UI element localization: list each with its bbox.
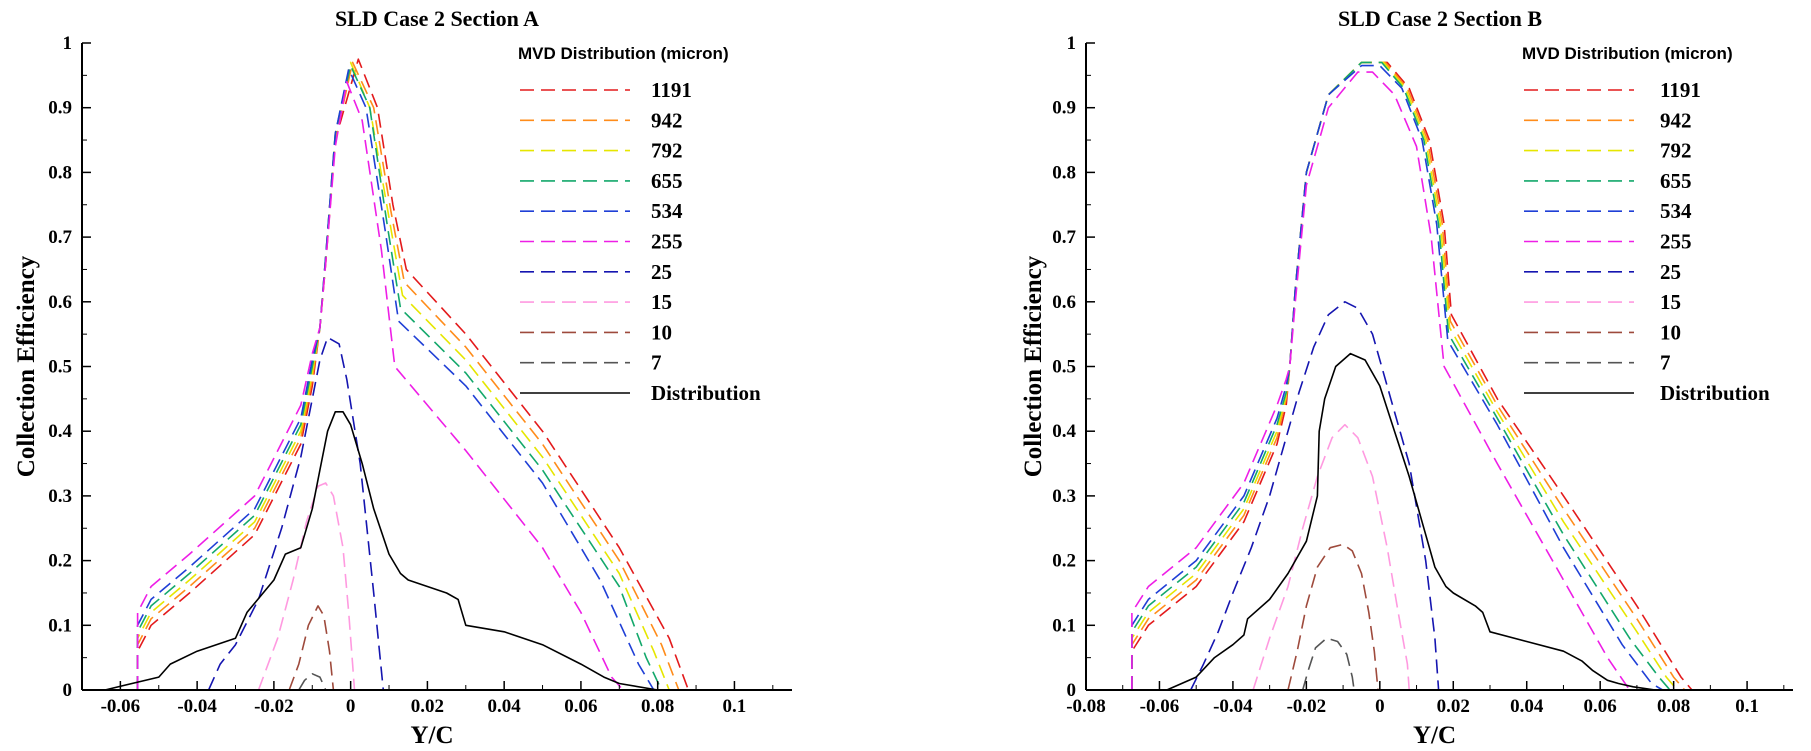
legend-label-25: 25 [651,260,672,284]
y-tick-label: 0 [1067,680,1077,701]
series-line-10 [288,605,335,691]
y-tick-label: 1 [63,33,73,54]
series-line-1191 [1131,61,1693,691]
legend-label-255: 255 [1660,230,1692,254]
y-tick-label: 0.1 [1052,615,1076,636]
y-tick-label: 0.7 [1052,227,1076,248]
y-tick-label: 0.2 [1052,551,1076,572]
legend-label-942: 942 [1660,108,1692,132]
legend-label-7: 7 [651,351,662,375]
legend-label-25: 25 [1660,260,1681,284]
legend-label-1191: 1191 [1660,78,1701,102]
legend-label-10: 10 [651,320,672,344]
x-tick-label: -0.04 [1213,696,1253,717]
x-tick-label: -0.08 [1066,696,1106,717]
legend-label-655: 655 [1660,169,1692,193]
y-tick-label: 0.6 [1052,292,1076,313]
chart-title: SLD Case 2 Section A [335,6,539,31]
y-axis-label: Collection Efficiency [1020,255,1047,477]
x-tick-label: 0.06 [564,696,597,717]
y-tick-label: 0.3 [48,486,72,507]
series-line-distribution [104,411,658,691]
legend-label-255: 255 [651,230,683,254]
chart-panel-section-b: SLD Case 2 Section B 0 0.1 0.2 0.3 0.4 0.5 0.6 0… [1020,6,1793,749]
legend: MVD Distribution (micron) 1191 942 792 655 53… [1522,44,1770,405]
x-tick-label: -0.06 [101,696,141,717]
series-group [104,58,690,691]
x-tick-label: 0 [346,696,356,717]
chart-panel-section-a: SLD Case 2 Section A 0 0.1 0.2 0.3 0.4 0.5 0.6 0… [13,6,792,749]
legend-label-15: 15 [651,290,672,314]
y-tick-label: 0.5 [1052,357,1076,378]
x-tick-label: 0.02 [411,696,444,717]
x-tick-label: 0.02 [1437,696,1470,717]
y-tick-label: 0.9 [48,98,72,119]
legend-label-1191: 1191 [651,78,692,102]
series-line-942 [136,61,680,691]
legend-label-792: 792 [651,139,683,163]
y-tick-label: 0.8 [1052,162,1076,183]
chart-title: SLD Case 2 Section B [1338,6,1542,31]
y-tick-label: 0.4 [1052,421,1076,442]
x-tick-label: 0.04 [1510,696,1544,717]
legend-label-10: 10 [1660,320,1681,344]
series-line-534 [1131,64,1664,691]
series-line-distribution [1166,352,1656,691]
x-tick-label: 0 [1375,696,1385,717]
legend-title: MVD Distribution (micron) [1522,44,1733,63]
series-line-655 [136,64,663,691]
legend-title: MVD Distribution (micron) [518,44,729,63]
y-tick-label: 0.5 [48,357,72,378]
series-line-255 [136,81,624,691]
x-tick-label: 0.1 [1735,696,1759,717]
legend-label-15: 15 [1660,290,1681,314]
x-tick-label: -0.02 [254,696,294,717]
x-tick-label: 0.06 [1584,696,1617,717]
y-tick-label: 0.2 [48,551,72,572]
series-line-7 [298,673,327,691]
series-line-10 [1287,543,1379,691]
series-line-655 [1131,61,1671,691]
legend-label-655: 655 [651,169,683,193]
series-line-25 [1189,301,1440,691]
y-tick-label: 0.9 [1052,98,1076,119]
legend-label-distribution: Distribution [1660,381,1770,405]
series-line-7 [1301,637,1355,691]
x-tick-label: -0.02 [1287,696,1327,717]
legend-label-534: 534 [651,199,683,223]
legend-label-792: 792 [1660,139,1692,163]
series-group [1131,61,1693,691]
x-tick-label: 0.1 [723,696,747,717]
x-tick-label: -0.06 [1140,696,1180,717]
x-tick-label: -0.04 [177,696,217,717]
x-tick-label: 0.08 [641,696,674,717]
y-tick-label: 0.6 [48,292,72,313]
series-line-534 [136,68,655,691]
y-tick-label: 0.8 [48,162,72,183]
y-tick-label: 0 [63,680,73,701]
x-tick-label: 0.04 [488,696,522,717]
series-line-15 [1252,423,1410,691]
legend: MVD Distribution (micron) 1191 942 792 655 53… [518,44,761,405]
y-tick-label: 1 [1067,33,1077,54]
y-axis-label: Collection Efficiency [13,255,40,477]
legend-label-7: 7 [1660,351,1671,375]
series-line-255 [1131,71,1631,691]
x-axis-label: Y/C [1413,722,1456,749]
series-line-792 [1131,61,1678,691]
legend-label-distribution: Distribution [651,381,761,405]
series-line-15 [257,482,356,691]
y-tick-label: 0.4 [48,421,72,442]
y-tick-label: 0.1 [48,615,72,636]
x-tick-label: 0.08 [1657,696,1690,717]
legend-label-534: 534 [1660,199,1692,223]
y-tick-label: 0.3 [1052,486,1076,507]
x-axis-label: Y/C [410,722,453,749]
series-line-1191 [136,58,690,691]
legend-label-942: 942 [651,108,683,132]
y-tick-label: 0.7 [48,227,72,248]
